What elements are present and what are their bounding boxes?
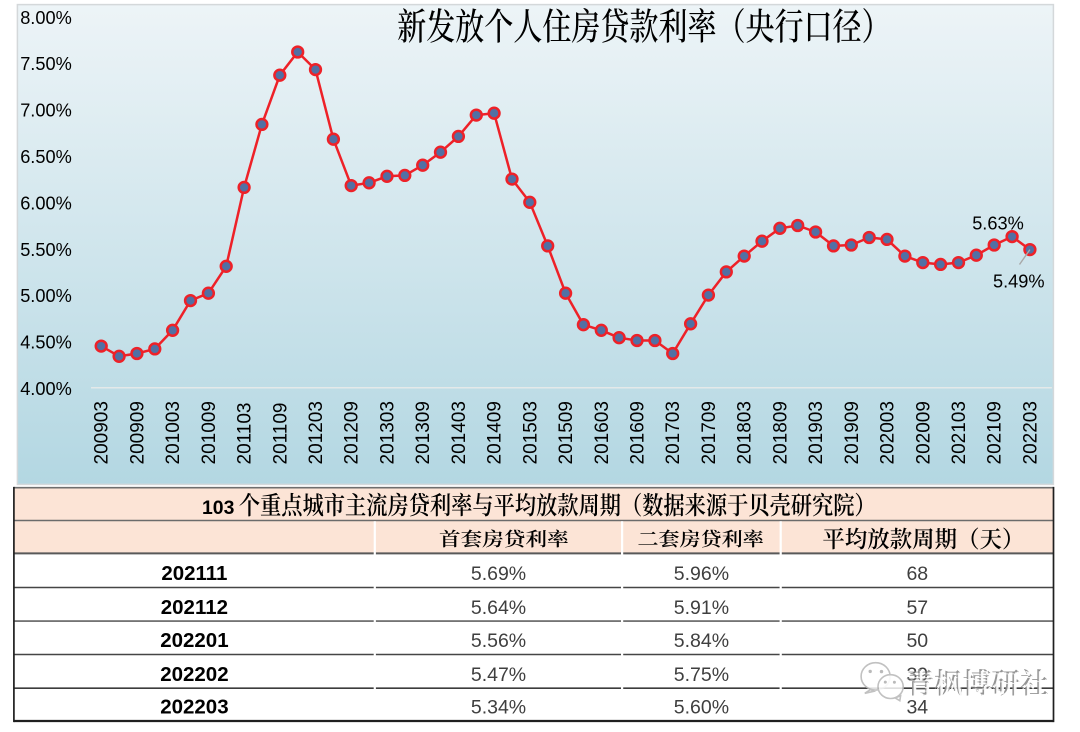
- svg-text:202201: 202201: [160, 629, 228, 652]
- svg-text:201009: 201009: [199, 401, 220, 464]
- svg-text:7.00%: 7.00%: [20, 101, 72, 121]
- svg-text:201303: 201303: [378, 401, 399, 464]
- svg-text:201603: 201603: [592, 401, 613, 464]
- svg-text:202109: 202109: [985, 401, 1006, 464]
- svg-text:201903: 201903: [806, 401, 827, 464]
- svg-text:6.50%: 6.50%: [20, 147, 72, 167]
- svg-text:39: 39: [906, 664, 928, 686]
- svg-text:201809: 201809: [770, 401, 791, 464]
- svg-text:5.91%: 5.91%: [674, 597, 729, 619]
- svg-text:201203: 201203: [306, 401, 327, 464]
- svg-text:5.69%: 5.69%: [471, 563, 526, 585]
- svg-text:5.60%: 5.60%: [674, 697, 729, 719]
- svg-text:201309: 201309: [413, 401, 434, 464]
- svg-text:57: 57: [906, 597, 928, 619]
- svg-text:5.64%: 5.64%: [471, 597, 526, 619]
- svg-text:201803: 201803: [735, 401, 756, 464]
- svg-text:201503: 201503: [520, 401, 541, 464]
- svg-text:50: 50: [906, 630, 928, 652]
- svg-text:5.63%: 5.63%: [972, 214, 1024, 234]
- svg-text:5.84%: 5.84%: [674, 630, 729, 652]
- svg-text:5.75%: 5.75%: [674, 664, 729, 686]
- svg-text:202202: 202202: [160, 663, 228, 686]
- svg-text:202009: 202009: [913, 401, 934, 464]
- svg-text:201109: 201109: [270, 403, 291, 465]
- svg-text:201609: 201609: [628, 401, 649, 464]
- svg-text:201003: 201003: [163, 401, 184, 464]
- svg-text:7.50%: 7.50%: [20, 54, 72, 74]
- svg-text:5.47%: 5.47%: [471, 664, 526, 686]
- svg-text:8.00%: 8.00%: [20, 8, 72, 28]
- svg-text:4.00%: 4.00%: [20, 379, 72, 399]
- svg-text:5.34%: 5.34%: [471, 697, 526, 719]
- svg-text:201403: 201403: [449, 401, 470, 464]
- svg-text:68: 68: [906, 563, 928, 585]
- svg-text:5.00%: 5.00%: [20, 286, 72, 306]
- svg-text:201709: 201709: [699, 401, 720, 464]
- svg-text:202003: 202003: [878, 401, 899, 464]
- svg-text:5.50%: 5.50%: [20, 240, 72, 260]
- svg-text:201509: 201509: [556, 401, 577, 464]
- svg-text:201703: 201703: [663, 401, 684, 464]
- svg-text:202112: 202112: [161, 596, 228, 619]
- svg-text:201909: 201909: [842, 401, 863, 464]
- svg-text:201409: 201409: [485, 401, 506, 464]
- svg-text:202203: 202203: [1020, 401, 1041, 464]
- svg-text:4.50%: 4.50%: [20, 333, 72, 353]
- svg-text:200903: 200903: [92, 401, 113, 464]
- svg-text:201103: 201103: [235, 403, 256, 465]
- svg-text:5.96%: 5.96%: [674, 563, 729, 585]
- svg-text:202111: 202111: [161, 562, 227, 585]
- svg-text:34: 34: [906, 697, 928, 719]
- svg-text:5.56%: 5.56%: [471, 630, 526, 652]
- svg-text:5.49%: 5.49%: [993, 271, 1045, 291]
- svg-text:103: 103: [202, 497, 235, 519]
- svg-text:6.00%: 6.00%: [20, 193, 72, 213]
- svg-text:201209: 201209: [342, 401, 363, 464]
- svg-text:202103: 202103: [949, 401, 970, 464]
- svg-text:200909: 200909: [127, 401, 148, 464]
- svg-text:202203: 202203: [160, 696, 228, 719]
